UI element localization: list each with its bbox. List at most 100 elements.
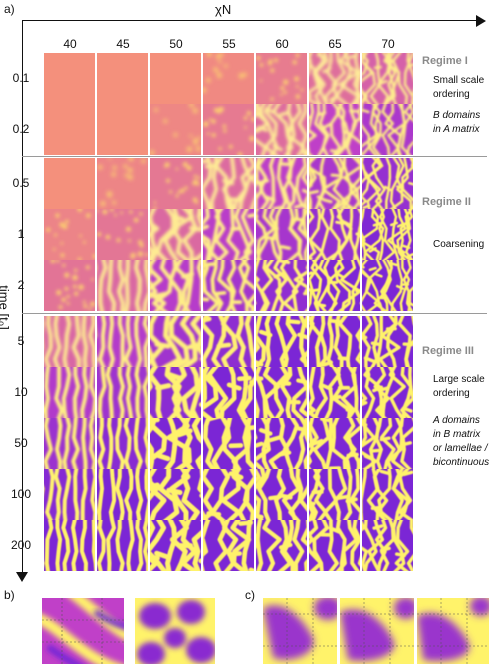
row-header: 50 <box>14 436 28 450</box>
morphology-tile <box>97 53 148 104</box>
morphology-tile <box>256 104 307 155</box>
morphology-tile <box>309 418 360 469</box>
morphology-tile <box>309 53 360 104</box>
morphology-tile <box>97 316 148 367</box>
morphology-tile <box>97 469 148 520</box>
morphology-tile <box>256 209 307 260</box>
regime-3-title: Regime III <box>422 345 474 357</box>
column-header: 45 <box>116 37 130 51</box>
regime-1-note-line: ordering <box>433 89 470 100</box>
morphology-tile <box>256 53 307 104</box>
morphology-tile <box>362 520 413 571</box>
morphology-tile <box>203 367 254 418</box>
morphology-tile <box>44 158 95 209</box>
y-axis-line <box>22 20 23 575</box>
morphology-tile <box>203 104 254 155</box>
panel-c-image-3 <box>417 596 491 664</box>
morphology-tile <box>150 469 201 520</box>
regime-3-italic-line: in B matrix <box>433 429 481 440</box>
morphology-tile <box>256 367 307 418</box>
morphology-tile <box>44 469 95 520</box>
x-axis-arrowhead <box>476 15 486 27</box>
row-header: 0.1 <box>12 71 30 85</box>
morphology-tile <box>203 418 254 469</box>
morphology-tile <box>150 418 201 469</box>
row-header: 200 <box>10 538 32 552</box>
morphology-tile <box>150 104 201 155</box>
morphology-tile <box>362 209 413 260</box>
morphology-tile <box>256 260 307 311</box>
morphology-tile <box>203 209 254 260</box>
morphology-tile <box>256 520 307 571</box>
morphology-tile <box>44 209 95 260</box>
morphology-tile <box>203 260 254 311</box>
morphology-tile <box>44 418 95 469</box>
row-header: 5 <box>17 334 25 348</box>
morphology-tile <box>362 260 413 311</box>
regime-1-note-line: Small scale <box>433 75 485 86</box>
morphology-tile <box>362 367 413 418</box>
morphology-tile <box>256 158 307 209</box>
morphology-tile <box>44 260 95 311</box>
regime-2-note: Coarsening <box>433 239 485 250</box>
regime-3-note-line: Large scale <box>433 374 485 385</box>
morphology-tile <box>97 104 148 155</box>
morphology-tile <box>362 53 413 104</box>
morphology-tile <box>150 316 201 367</box>
morphology-tile <box>256 418 307 469</box>
morphology-tile <box>309 260 360 311</box>
panel-b-image-2 <box>135 598 216 666</box>
morphology-tile <box>362 469 413 520</box>
morphology-tile <box>203 53 254 104</box>
morphology-tile <box>309 367 360 418</box>
morphology-tile <box>362 104 413 155</box>
morphology-tile <box>97 520 148 571</box>
morphology-tile <box>44 367 95 418</box>
morphology-tile <box>309 520 360 571</box>
x-axis-line <box>22 20 477 21</box>
morphology-tile <box>309 158 360 209</box>
morphology-tile <box>362 158 413 209</box>
panel-a-label: a) <box>4 2 15 16</box>
regime-1-italic-line: in A matrix <box>433 124 480 135</box>
morphology-tile <box>150 520 201 571</box>
row-header: 0.5 <box>12 176 30 190</box>
regime-1-title: Regime I <box>422 55 468 67</box>
morphology-tile <box>44 520 95 571</box>
morphology-tile <box>97 367 148 418</box>
regime-3-notes: Large scale ordering <box>433 373 485 401</box>
regime-3-note-line: ordering <box>433 388 470 399</box>
morphology-tile <box>203 158 254 209</box>
row-header: 10 <box>14 385 28 399</box>
morphology-tile <box>203 469 254 520</box>
row-header: 1 <box>17 227 25 241</box>
column-header: 70 <box>381 37 395 51</box>
morphology-tile <box>309 209 360 260</box>
morphology-tile <box>309 469 360 520</box>
morphology-tile <box>97 209 148 260</box>
regime-3-italic-line: A domains <box>433 415 480 426</box>
column-header: 60 <box>275 37 289 51</box>
panel-b-label: b) <box>4 588 15 602</box>
morphology-tile <box>150 158 201 209</box>
morphology-tile <box>97 418 148 469</box>
morphology-tile <box>44 316 95 367</box>
row-header: 2 <box>17 278 25 292</box>
x-axis-label: χN <box>215 2 232 17</box>
row-header: 0.2 <box>12 122 30 136</box>
morphology-tile <box>309 104 360 155</box>
panel-b-image-1 <box>31 587 138 669</box>
regime-1-notes: Small scale ordering <box>433 74 484 102</box>
morphology-tile <box>203 316 254 367</box>
panel-c-label: c) <box>245 588 255 602</box>
regime-1-italic-notes: B domains in A matrix <box>433 109 480 137</box>
regime-2-title: Regime II <box>422 196 471 208</box>
morphology-tile <box>44 104 95 155</box>
morphology-tile <box>150 209 201 260</box>
morphology-tile <box>97 158 148 209</box>
row-header: 100 <box>10 487 32 501</box>
regime-divider-2 <box>22 313 487 314</box>
morphology-tile <box>203 520 254 571</box>
regime-divider-1 <box>22 156 487 157</box>
column-header: 40 <box>63 37 77 51</box>
